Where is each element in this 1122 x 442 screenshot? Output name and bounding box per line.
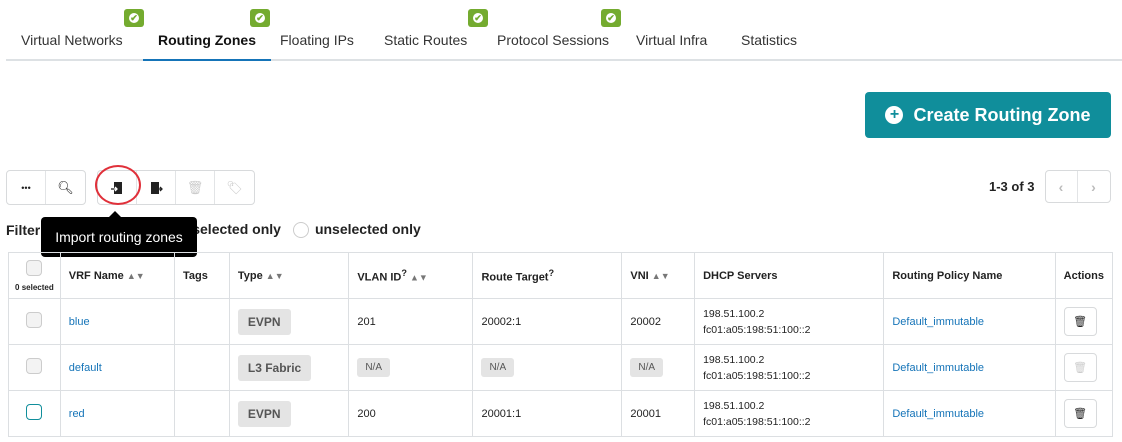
toolbar-group-1: ••• 🔍︎ [6, 170, 86, 205]
trash-icon: 🗑︎ [1073, 362, 1088, 374]
row-checkbox[interactable] [26, 358, 43, 374]
type-badge: EVPN [237, 308, 291, 335]
plus-icon: + [885, 106, 904, 124]
vrf-name-link[interactable]: red [68, 407, 85, 420]
search-icon: 🔍︎ [57, 179, 74, 195]
dhcp-cell: 198.51.100.2 fc01:a05:198:51:100::2 [694, 344, 885, 391]
dhcp-cell: 198.51.100.2 fc01:a05:198:51:100::2 [694, 298, 885, 345]
route-target-cell: 20001:1 [472, 390, 623, 437]
sort-icon: ▲▼ [409, 272, 428, 283]
vlan-cell: 201 [348, 298, 474, 345]
row-checkbox[interactable] [26, 312, 43, 328]
tab-protocol-sessions[interactable]: ✔ Protocol Sessions [497, 9, 621, 61]
tag-button[interactable]: 🏷︎ [215, 171, 254, 204]
route-target-cell: N/A [472, 344, 623, 391]
trash-icon: 🗑︎ [186, 179, 204, 195]
export-button[interactable] [137, 171, 176, 204]
search-button[interactable]: 🔍︎ [46, 171, 85, 204]
vrf-name-link[interactable]: default [68, 361, 102, 374]
header-type[interactable]: Type ▲▼ [228, 252, 350, 299]
sort-icon: ▲▼ [651, 270, 670, 281]
delete-button[interactable]: 🗑︎ [176, 171, 215, 204]
delete-row-button[interactable]: 🗑︎ [1063, 353, 1097, 382]
tab-floating-ips[interactable]: Floating IPs [280, 32, 354, 48]
help-icon: ? [401, 267, 407, 278]
vni-cell: 20001 [621, 390, 696, 437]
tab-virtual-infra[interactable]: Virtual Infra [636, 32, 708, 48]
tag-icon: 🏷︎ [226, 179, 243, 195]
tags-cell [174, 344, 230, 391]
routing-policy-link[interactable]: Default_immutable [892, 315, 985, 328]
table-row: blue EVPN 201 20002:1 20002 198.51.100.2… [8, 298, 1114, 345]
tags-cell [174, 390, 230, 437]
header-vlan-id[interactable]: VLAN ID? ▲▼ [348, 252, 474, 299]
tab-routing-zones[interactable]: ✔ Routing Zones [143, 9, 271, 61]
tooltip: Import routing zones [41, 211, 197, 257]
tab-bar: ✔ Virtual Networks ✔ Routing Zones Floatin… [6, 0, 1122, 61]
trash-icon: 🗑︎ [1073, 316, 1088, 328]
next-page-button[interactable]: › [1091, 178, 1096, 195]
sort-icon: ▲▼ [265, 270, 284, 281]
check-icon: ✔ [250, 9, 270, 27]
radio-unselected-only[interactable]: unselected only [292, 221, 421, 239]
check-icon: ✔ [468, 9, 488, 27]
help-icon: ? [548, 267, 555, 278]
header-route-target: Route Target? [472, 252, 623, 299]
more-button[interactable]: ••• [7, 171, 46, 204]
check-icon: ✔ [601, 9, 621, 27]
routing-zones-table: 0 selected VRF Name ▲▼ Tags Type ▲▼ VLAN… [8, 252, 1114, 437]
delete-row-button[interactable]: 🗑︎ [1063, 307, 1097, 336]
highlight-circle [95, 165, 141, 205]
vni-cell: 20002 [621, 298, 696, 345]
export-icon [151, 181, 163, 194]
sort-icon: ▲▼ [126, 270, 145, 281]
select-all-header: 0 selected [8, 252, 61, 299]
header-tags: Tags [174, 252, 230, 299]
routing-policy-link[interactable]: Default_immutable [892, 407, 985, 420]
header-vni[interactable]: VNI ▲▼ [621, 252, 696, 299]
vni-cell: N/A [621, 344, 696, 391]
dhcp-cell: 198.51.100.2 fc01:a05:198:51:100::2 [694, 390, 885, 437]
pagination: 1-3 of 3 ‹ › [989, 170, 1111, 203]
header-dhcp-servers: DHCP Servers [694, 252, 885, 299]
trash-icon: 🗑︎ [1073, 408, 1088, 420]
filter-bar: Filter selected only unselected only [6, 221, 421, 239]
select-all-checkbox[interactable] [26, 259, 43, 276]
header-vrf-name[interactable]: VRF Name ▲▼ [59, 252, 176, 299]
vrf-name-link[interactable]: blue [68, 315, 90, 328]
type-badge: L3 Fabric [237, 354, 312, 381]
vlan-cell: N/A [348, 344, 474, 391]
table-row: red EVPN 200 20001:1 20001 198.51.100.2 f… [8, 390, 1114, 437]
tab-static-routes[interactable]: ✔ Static Routes [384, 9, 488, 61]
header-actions: Actions [1054, 252, 1114, 299]
row-checkbox[interactable] [26, 404, 43, 420]
tab-statistics[interactable]: Statistics [741, 32, 798, 48]
prev-page-button[interactable]: ‹ [1046, 171, 1078, 202]
check-icon: ✔ [124, 9, 144, 27]
table-row: default L3 Fabric N/A N/A N/A 198.51.100… [8, 344, 1114, 391]
vlan-cell: 200 [348, 390, 474, 437]
routing-policy-link[interactable]: Default_immutable [892, 361, 985, 374]
route-target-cell: 20002:1 [472, 298, 623, 345]
header-routing-policy: Routing Policy Name [883, 252, 1056, 299]
type-badge: EVPN [237, 400, 291, 427]
delete-row-button[interactable]: 🗑︎ [1063, 399, 1097, 428]
create-routing-zone-button[interactable]: + Create Routing Zone [865, 92, 1111, 138]
tab-virtual-networks[interactable]: ✔ Virtual Networks [21, 9, 144, 61]
tags-cell [174, 298, 230, 345]
